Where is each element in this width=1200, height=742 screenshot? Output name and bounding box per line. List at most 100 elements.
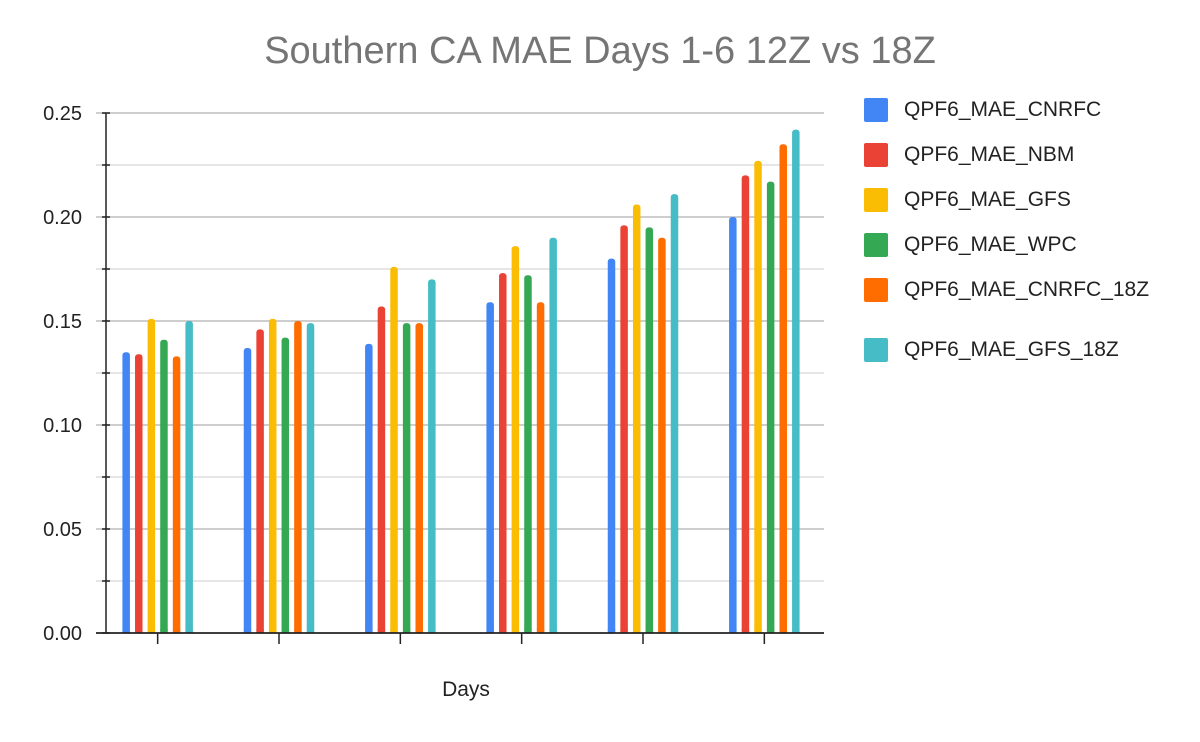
y-tick-label: 0.10 bbox=[43, 415, 82, 437]
bar-base bbox=[365, 629, 373, 633]
y-tick-label: 0.20 bbox=[43, 207, 82, 229]
bar-base bbox=[524, 629, 532, 633]
bar bbox=[185, 321, 193, 633]
bar-base bbox=[511, 629, 520, 633]
legend-item: QPF6_MAE_NBM bbox=[864, 143, 1194, 188]
bar bbox=[632, 204, 641, 633]
bar bbox=[536, 302, 545, 633]
legend-item: QPF6_MAE_CNRFC bbox=[864, 98, 1194, 143]
legend-label: QPF6_MAE_CNRFC_18Z bbox=[904, 278, 1150, 301]
legend-swatch bbox=[864, 143, 888, 167]
bar bbox=[524, 275, 532, 633]
bar-base bbox=[281, 629, 290, 633]
bar-base bbox=[670, 629, 679, 633]
legend-label: QPF6_MAE_NBM bbox=[904, 143, 1075, 166]
bar bbox=[415, 323, 423, 633]
bar bbox=[428, 279, 436, 633]
bar bbox=[268, 318, 277, 633]
legend-item: QPF6_MAE_GFS_18Z bbox=[864, 338, 1194, 383]
bar bbox=[620, 225, 628, 633]
legend-item: QPF6_MAE_GFS bbox=[864, 188, 1194, 233]
y-tick-label: 0.00 bbox=[43, 623, 82, 645]
legend-label: QPF6_MAE_WPC bbox=[904, 233, 1077, 256]
bar-base bbox=[402, 629, 411, 633]
bar bbox=[486, 302, 494, 633]
bar-base bbox=[160, 629, 168, 633]
bar-base bbox=[185, 629, 193, 633]
legend-item: QPF6_MAE_CNRFC_18Z bbox=[864, 278, 1194, 338]
bar-base bbox=[499, 629, 507, 633]
legend-swatch bbox=[864, 188, 888, 212]
bar bbox=[147, 318, 156, 633]
bar-base bbox=[792, 629, 800, 633]
y-tick-label: 0.25 bbox=[43, 103, 82, 125]
bar-base bbox=[549, 629, 557, 633]
bar bbox=[306, 323, 315, 633]
bar bbox=[766, 181, 775, 633]
bar bbox=[281, 337, 290, 633]
bar-base bbox=[122, 629, 130, 633]
bar-base bbox=[620, 629, 628, 633]
bar-base bbox=[172, 629, 181, 633]
legend-label: QPF6_MAE_GFS_18Z bbox=[904, 338, 1119, 361]
bar bbox=[160, 339, 168, 633]
bar bbox=[294, 321, 302, 633]
legend-swatch bbox=[864, 98, 888, 122]
chart-legend: QPF6_MAE_CNRFC QPF6_MAE_NBM QPF6_MAE_GFS QP… bbox=[864, 98, 1194, 383]
bar bbox=[377, 306, 386, 633]
bar-base bbox=[256, 629, 264, 633]
bar-base bbox=[415, 629, 423, 633]
bar bbox=[792, 129, 800, 633]
bar-base bbox=[766, 629, 775, 633]
bar bbox=[645, 227, 654, 633]
bar bbox=[670, 194, 679, 633]
bar bbox=[365, 343, 373, 633]
bar-base bbox=[135, 629, 143, 633]
bar bbox=[122, 352, 130, 633]
bar-base bbox=[147, 629, 156, 633]
bar bbox=[243, 348, 252, 633]
y-tick-label: 0.15 bbox=[43, 311, 82, 333]
bar bbox=[135, 354, 143, 633]
bar-base bbox=[754, 629, 762, 633]
bar bbox=[729, 217, 737, 633]
bar bbox=[390, 266, 398, 633]
bar-base bbox=[268, 629, 277, 633]
bar bbox=[256, 329, 264, 633]
legend-label: QPF6_MAE_GFS bbox=[904, 188, 1071, 211]
bar-base bbox=[741, 629, 750, 633]
bar bbox=[402, 323, 411, 633]
bar bbox=[658, 237, 666, 634]
bar-base bbox=[645, 629, 654, 633]
bar-base bbox=[390, 629, 398, 633]
bar bbox=[607, 258, 616, 633]
bar-base bbox=[607, 629, 616, 633]
bar-base bbox=[632, 629, 641, 633]
bar-base bbox=[243, 629, 252, 633]
legend-label: QPF6_MAE_CNRFC bbox=[904, 98, 1102, 121]
bar-base bbox=[306, 629, 315, 633]
bar bbox=[549, 237, 557, 634]
bar-base bbox=[779, 629, 787, 633]
bar-base bbox=[294, 629, 302, 633]
chart-title: Southern CA MAE Days 1-6 12Z vs 18Z bbox=[264, 30, 936, 72]
bar-base bbox=[428, 629, 436, 633]
bar-base bbox=[658, 629, 666, 633]
y-tick-label: 0.05 bbox=[43, 519, 82, 541]
legend-swatch bbox=[864, 338, 888, 362]
x-axis-label: Days bbox=[442, 678, 490, 701]
bar bbox=[741, 175, 750, 633]
bar bbox=[511, 246, 520, 633]
legend-swatch bbox=[864, 233, 888, 257]
bar bbox=[499, 273, 507, 633]
bar bbox=[172, 356, 181, 633]
bar-base bbox=[377, 629, 386, 633]
legend-swatch bbox=[864, 278, 888, 302]
bar bbox=[779, 144, 787, 633]
bar-base bbox=[536, 629, 545, 633]
legend-item: QPF6_MAE_WPC bbox=[864, 233, 1194, 278]
bar-base bbox=[729, 629, 737, 633]
bar bbox=[754, 160, 762, 633]
bar-base bbox=[486, 629, 494, 633]
